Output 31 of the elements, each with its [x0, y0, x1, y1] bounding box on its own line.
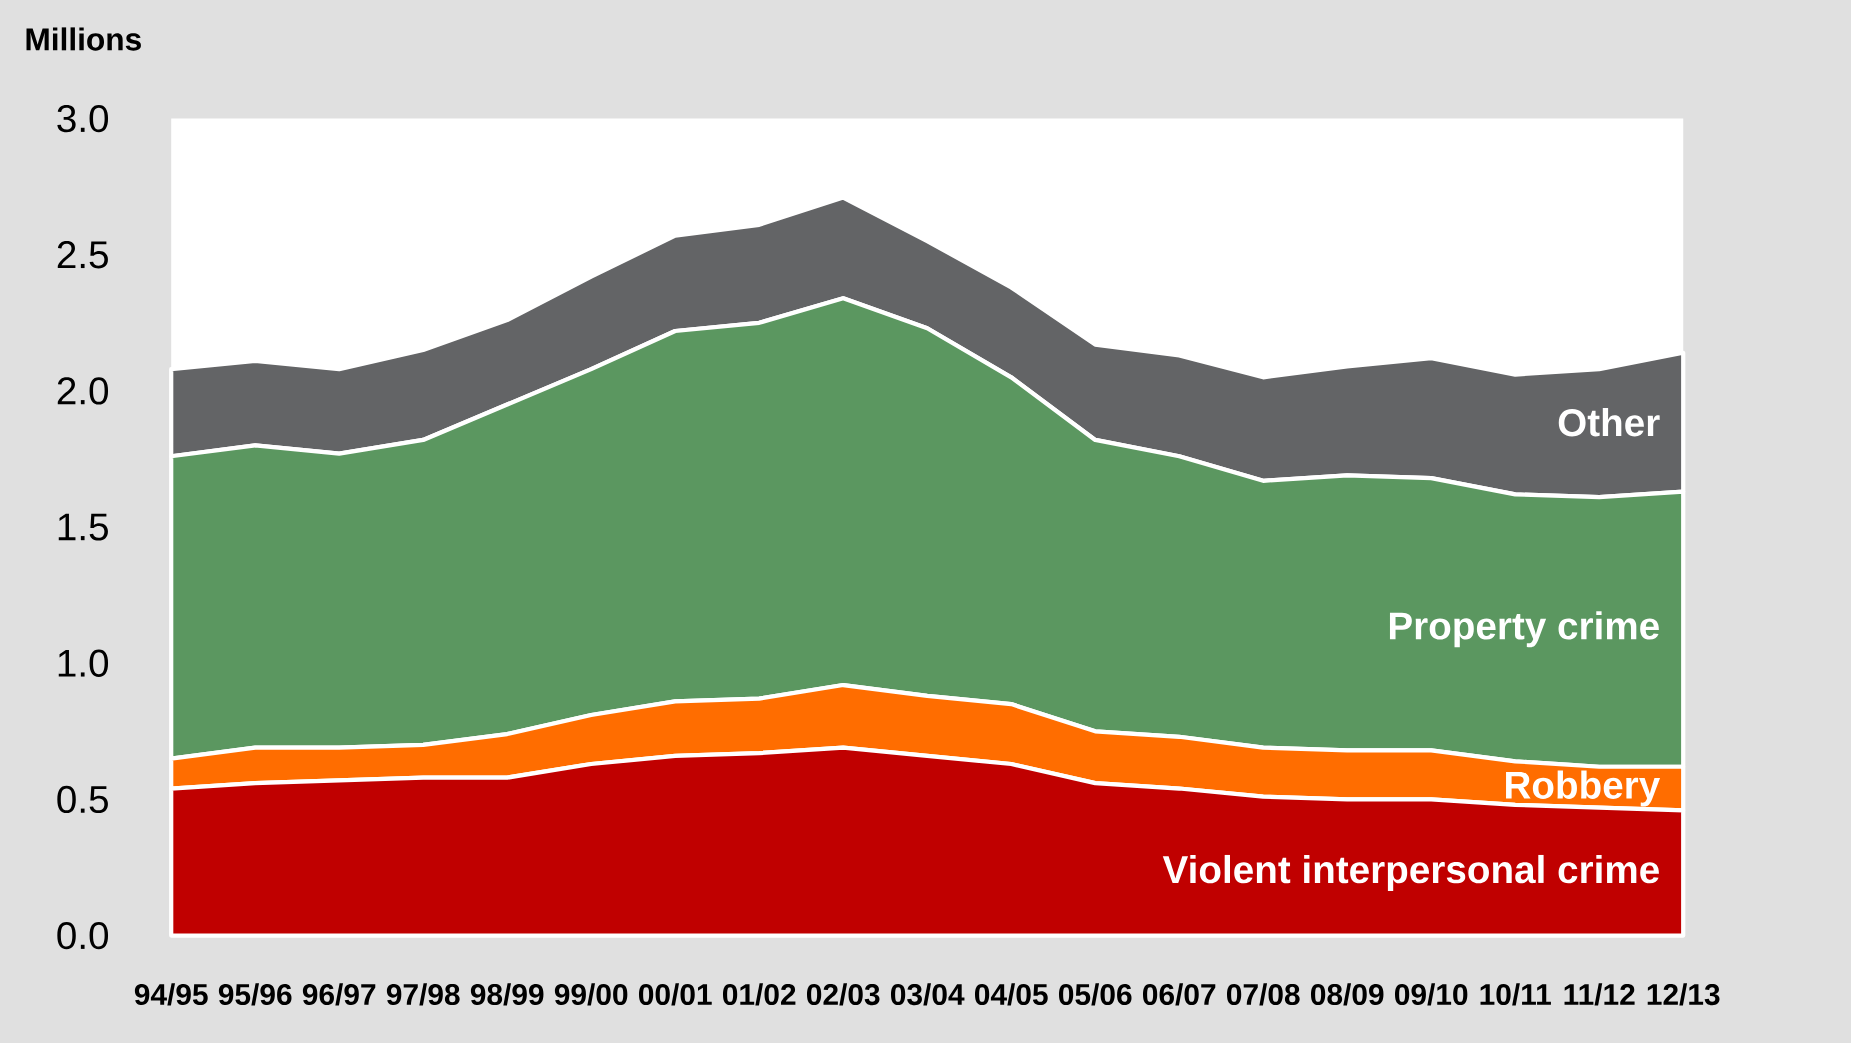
x-tick-label: 06/07	[1142, 983, 1216, 1006]
x-tick-label: 12/13	[1647, 983, 1720, 1006]
x-tick-label: 01/02	[722, 983, 796, 1006]
y-tick-label: 3.0	[57, 104, 109, 133]
series-label: Other	[1558, 408, 1660, 437]
x-tick-label: 05/06	[1058, 983, 1132, 1006]
y-axis-title: Millions	[26, 27, 141, 51]
y-tick-label: 0.5	[57, 785, 108, 814]
y-tick-label: 2.5	[57, 241, 108, 269]
x-tick-label: 95/96	[218, 983, 292, 1006]
x-tick-label: 08/09	[1311, 983, 1384, 1006]
x-tick-label: 02/03	[806, 983, 880, 1006]
x-tick-label: 94/95	[134, 983, 208, 1006]
x-tick-label: 07/08	[1226, 983, 1300, 1006]
x-tick-label: 11/12	[1564, 983, 1635, 1006]
x-tick-label: 04/05	[974, 983, 1048, 1006]
x-tick-label: 97/98	[386, 983, 460, 1006]
series-label: Property crime	[1389, 611, 1659, 648]
x-tick-label: 03/04	[890, 983, 965, 1006]
series-label: Robbery	[1506, 770, 1661, 807]
x-tick-label: 99/00	[554, 983, 628, 1006]
x-tick-label: 98/99	[470, 983, 544, 1006]
series-label: Violent interpersonal crime	[1162, 854, 1659, 891]
y-tick-label: 2.0	[57, 377, 109, 405]
x-tick-label: 96/97	[302, 983, 376, 1006]
x-tick-label: 00/01	[638, 983, 712, 1006]
x-tick-label: 09/10	[1395, 983, 1468, 1006]
y-tick-label: 0.0	[57, 921, 109, 950]
x-tick-label: 10/11	[1480, 983, 1551, 1006]
y-tick-label: 1.0	[58, 649, 109, 677]
y-tick-label: 1.5	[58, 513, 108, 541]
